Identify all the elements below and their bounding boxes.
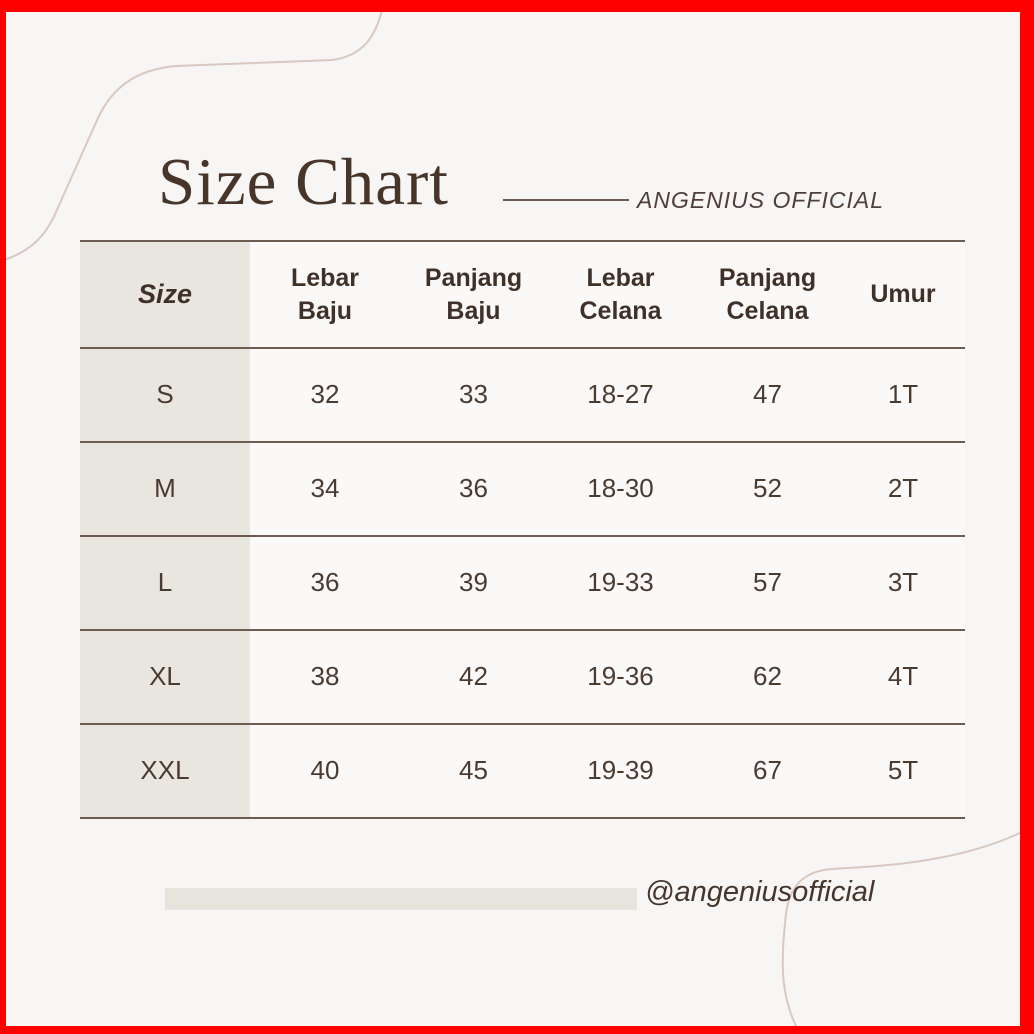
size-cell: XXL <box>80 725 250 817</box>
column-header-lebar-baju: Lebar Baju <box>290 264 360 325</box>
value-cell: 40 <box>310 755 340 786</box>
footer-highlight-bar <box>165 888 637 910</box>
decorative-curve-bottom-right <box>781 827 1031 1031</box>
value-cell: 5T <box>887 755 919 786</box>
column-header-panjang-celana: Panjang Celana <box>718 264 817 325</box>
table-row-m: M 34 36 18-30 52 2T <box>80 443 965 537</box>
value-cell: 57 <box>753 567 782 598</box>
value-cell: 19-36 <box>587 661 654 692</box>
value-cell: 34 <box>310 473 340 504</box>
title-divider-line <box>503 199 629 201</box>
size-chart-table: Size Lebar Baju Panjang Baju Lebar Celan… <box>80 240 965 819</box>
value-cell: 62 <box>753 661 782 692</box>
table-row-xxl: XXL 40 45 19-39 67 5T <box>80 725 965 819</box>
value-cell: 45 <box>459 755 488 786</box>
table-row-l: L 36 39 19-33 57 3T <box>80 537 965 631</box>
value-cell: 19-33 <box>587 567 654 598</box>
value-cell: 67 <box>753 755 782 786</box>
social-handle-label: @angeniusofficial <box>645 876 875 908</box>
value-cell: 4T <box>887 661 919 692</box>
value-cell: 2T <box>887 473 919 504</box>
value-cell: 52 <box>753 473 782 504</box>
brand-label: ANGENIUS OFFICIAL <box>637 187 885 213</box>
column-header-panjang-baju: Panjang Baju <box>424 264 523 325</box>
value-cell: 19-39 <box>587 755 654 786</box>
table-row-s: S 32 33 18-27 47 1T <box>80 349 965 443</box>
decorative-curve-top-left <box>3 9 383 261</box>
value-cell: 3T <box>887 567 919 598</box>
value-cell: 18-27 <box>587 379 654 410</box>
value-cell: 36 <box>459 473 488 504</box>
size-cell: L <box>80 537 250 629</box>
value-cell: 42 <box>459 661 488 692</box>
value-cell: 18-30 <box>587 473 654 504</box>
table-header-row: Size Lebar Baju Panjang Baju Lebar Celan… <box>80 242 965 349</box>
column-header-umur: Umur <box>870 280 936 309</box>
value-cell: 38 <box>310 661 340 692</box>
value-cell: 33 <box>459 379 488 410</box>
value-cell: 47 <box>753 379 782 410</box>
size-cell: M <box>80 443 250 535</box>
column-header-lebar-celana: Lebar Celana <box>579 264 662 325</box>
value-cell: 39 <box>459 567 488 598</box>
size-cell: S <box>80 349 250 441</box>
table-row-xl: XL 38 42 19-36 62 4T <box>80 631 965 725</box>
value-cell: 36 <box>310 567 340 598</box>
value-cell: 1T <box>887 379 919 410</box>
column-header-size: Size <box>80 242 250 347</box>
value-cell: 32 <box>310 379 340 410</box>
page-title: Size Chart <box>158 145 449 219</box>
size-cell: XL <box>80 631 250 723</box>
